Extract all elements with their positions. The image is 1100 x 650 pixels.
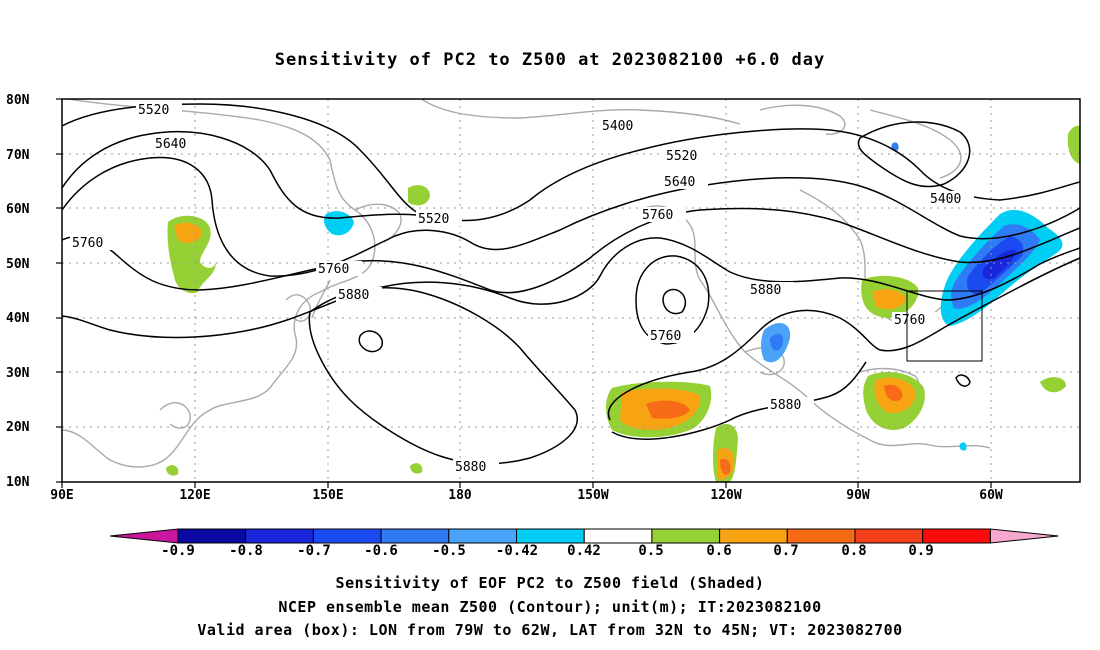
lat-label-60n: 60N	[6, 202, 30, 217]
colorbar-label: -0.42	[495, 543, 539, 559]
colorbar-label: 0.42	[567, 543, 601, 559]
contour-label: 5880	[338, 288, 369, 303]
caption-line-2: NCEP ensemble mean Z500 (Contour); unit(…	[278, 598, 822, 616]
contour-label: 5880	[770, 398, 801, 413]
contour-label: 5400	[602, 119, 633, 134]
colorbar-swatch	[380, 528, 450, 544]
colorbar-swatch	[583, 528, 653, 544]
colorbar-low-arrow	[109, 528, 179, 544]
colorbar-label: 0.5	[638, 543, 664, 559]
colorbar-label: -0.5	[432, 543, 466, 559]
lat-label-30n: 30N	[6, 366, 30, 381]
colorbar-swatch	[177, 528, 247, 544]
colorbar-label: -0.8	[229, 543, 263, 559]
chart-title: Sensitivity of PC2 to Z500 at 2023082100…	[274, 50, 826, 70]
contour-label: 5760	[894, 313, 925, 328]
caption-line-3: Valid area (box): LON from 79W to 62W, L…	[197, 621, 903, 639]
lat-label-10n: 10N	[6, 475, 30, 490]
axis-ticks	[56, 98, 992, 488]
colorbar-swatch	[786, 528, 856, 544]
colorbar-swatch	[922, 528, 991, 544]
lat-label-40n: 40N	[6, 311, 30, 326]
colorbar	[109, 528, 1059, 544]
lon-label-120w: 120W	[710, 488, 742, 503]
contour-label: 5520	[666, 149, 697, 164]
contour-label: 5520	[418, 212, 449, 227]
colorbar-label: 0.7	[773, 543, 799, 559]
graticule	[62, 99, 1080, 482]
lon-label-120e: 120E	[179, 488, 211, 503]
contour-label: 5400	[930, 192, 961, 207]
z500-contours	[62, 103, 1080, 465]
contour-label: 5880	[455, 460, 486, 475]
lon-label-90e: 90E	[50, 488, 74, 503]
plot-frame	[61, 98, 1081, 483]
lon-label-60w: 60W	[979, 488, 1003, 503]
coastlines	[62, 99, 991, 468]
contour-label: 5520	[138, 103, 169, 118]
contour-labels: 5520 5640 5760 5880 5400 5520 5640 5760 …	[70, 102, 974, 475]
contour-label: 5880	[750, 283, 781, 298]
lon-label-150e: 150E	[312, 488, 344, 503]
colorbar-swatch	[516, 528, 585, 544]
colorbar-swatch	[651, 528, 721, 544]
lat-label-20n: 20N	[6, 420, 30, 435]
contour-label: 5760	[318, 262, 349, 277]
colorbar-label: -0.7	[297, 543, 331, 559]
colorbar-swatch	[448, 528, 517, 544]
contour-label: 5760	[642, 208, 673, 223]
colorbar-label: 0.8	[841, 543, 867, 559]
colorbar-swatch	[719, 528, 788, 544]
contour-label: 5760	[650, 329, 681, 344]
lat-label-50n: 50N	[6, 257, 30, 272]
colorbar-label: 0.6	[706, 543, 732, 559]
sensitivity-shading	[166, 125, 1080, 482]
lat-label-80n: 80N	[6, 93, 30, 108]
colorbar-swatch	[854, 528, 924, 544]
lat-label-70n: 70N	[6, 148, 30, 163]
colorbar-high-arrow	[989, 528, 1059, 544]
lon-label-90w: 90W	[846, 488, 870, 503]
colorbar-label: -0.6	[364, 543, 398, 559]
caption-line-1: Sensitivity of EOF PC2 to Z500 field (Sh…	[335, 574, 765, 592]
valid-area-box	[906, 290, 983, 362]
contour-label: 5640	[664, 175, 695, 190]
contour-label: 5640	[155, 137, 186, 152]
lon-label-150w: 150W	[577, 488, 609, 503]
colorbar-label: -0.9	[161, 543, 195, 559]
contour-label: 5760	[72, 236, 103, 251]
map-plot-area: 5520 5640 5760 5880 5400 5520 5640 5760 …	[62, 99, 1080, 482]
colorbar-label: 0.9	[908, 543, 934, 559]
colorbar-swatch	[312, 528, 382, 544]
lon-label-180: 180	[448, 488, 472, 503]
colorbar-swatch	[245, 528, 314, 544]
